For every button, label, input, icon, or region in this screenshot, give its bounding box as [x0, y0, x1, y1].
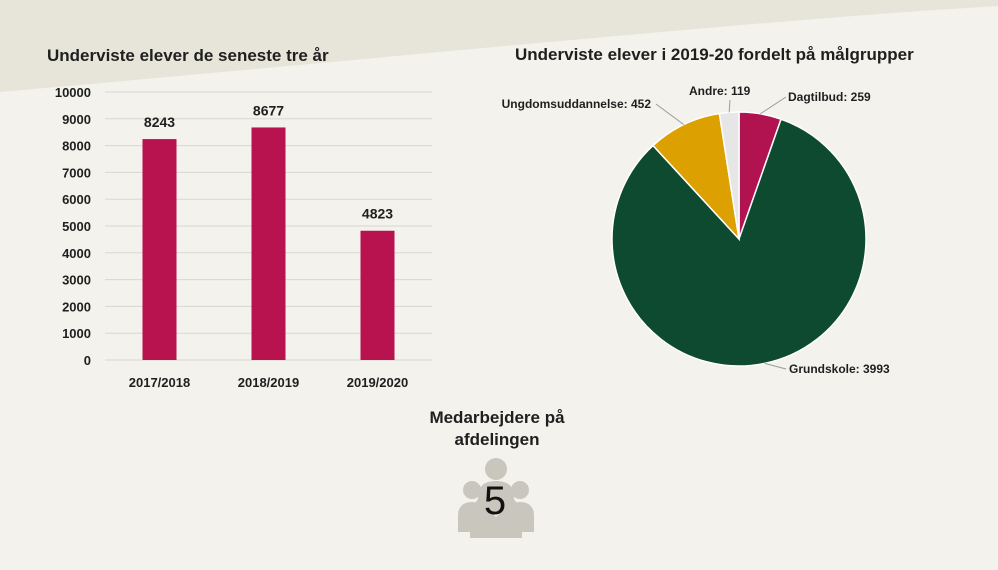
staff-count: 5 — [483, 479, 507, 523]
background-band — [0, 0, 998, 92]
bar-chart-title: Underviste elever de seneste tre år — [47, 46, 329, 65]
y-tick-label: 2000 — [62, 299, 91, 314]
pie-leader-line — [760, 96, 787, 115]
bar-value-label: 8243 — [144, 114, 175, 130]
bar-value-label: 4823 — [362, 206, 393, 222]
pie-leader-line — [655, 103, 685, 126]
bar — [251, 127, 286, 361]
y-tick-label: 3000 — [62, 273, 91, 288]
y-tick-label: 4000 — [62, 246, 91, 261]
bar-value-label: 8677 — [253, 102, 284, 118]
y-tick-label: 0 — [84, 353, 91, 368]
y-tick-label: 6000 — [62, 192, 91, 207]
bar — [360, 230, 395, 360]
y-tick-label: 10000 — [55, 85, 91, 100]
bar — [142, 139, 177, 360]
x-tick-label: 2019/2020 — [347, 375, 408, 390]
y-tick-label: 9000 — [62, 112, 91, 127]
y-tick-label: 5000 — [62, 219, 91, 234]
pie-leader-line — [764, 362, 787, 370]
pie-slice-label: Ungdomsuddannelse: 452 — [502, 97, 652, 111]
y-tick-label: 7000 — [62, 165, 91, 180]
pie-slice-label: Dagtilbud: 259 — [788, 90, 871, 104]
y-tick-label: 1000 — [62, 326, 91, 341]
pie-slice — [611, 118, 867, 367]
x-tick-label: 2017/2018 — [129, 375, 190, 390]
pie-slice-label: Andre: 119 — [689, 84, 751, 98]
people-group-icon — [458, 458, 534, 538]
pie-chart-title: Underviste elever i 2019-20 fordelt på m… — [515, 45, 914, 64]
staff-title: Medarbejdere på afdelingen — [429, 408, 565, 449]
y-tick-label: 8000 — [62, 139, 91, 154]
pie-slice-label: Grundskole: 3993 — [789, 362, 890, 376]
x-tick-label: 2018/2019 — [238, 375, 299, 390]
pie-leader-line — [728, 99, 731, 113]
